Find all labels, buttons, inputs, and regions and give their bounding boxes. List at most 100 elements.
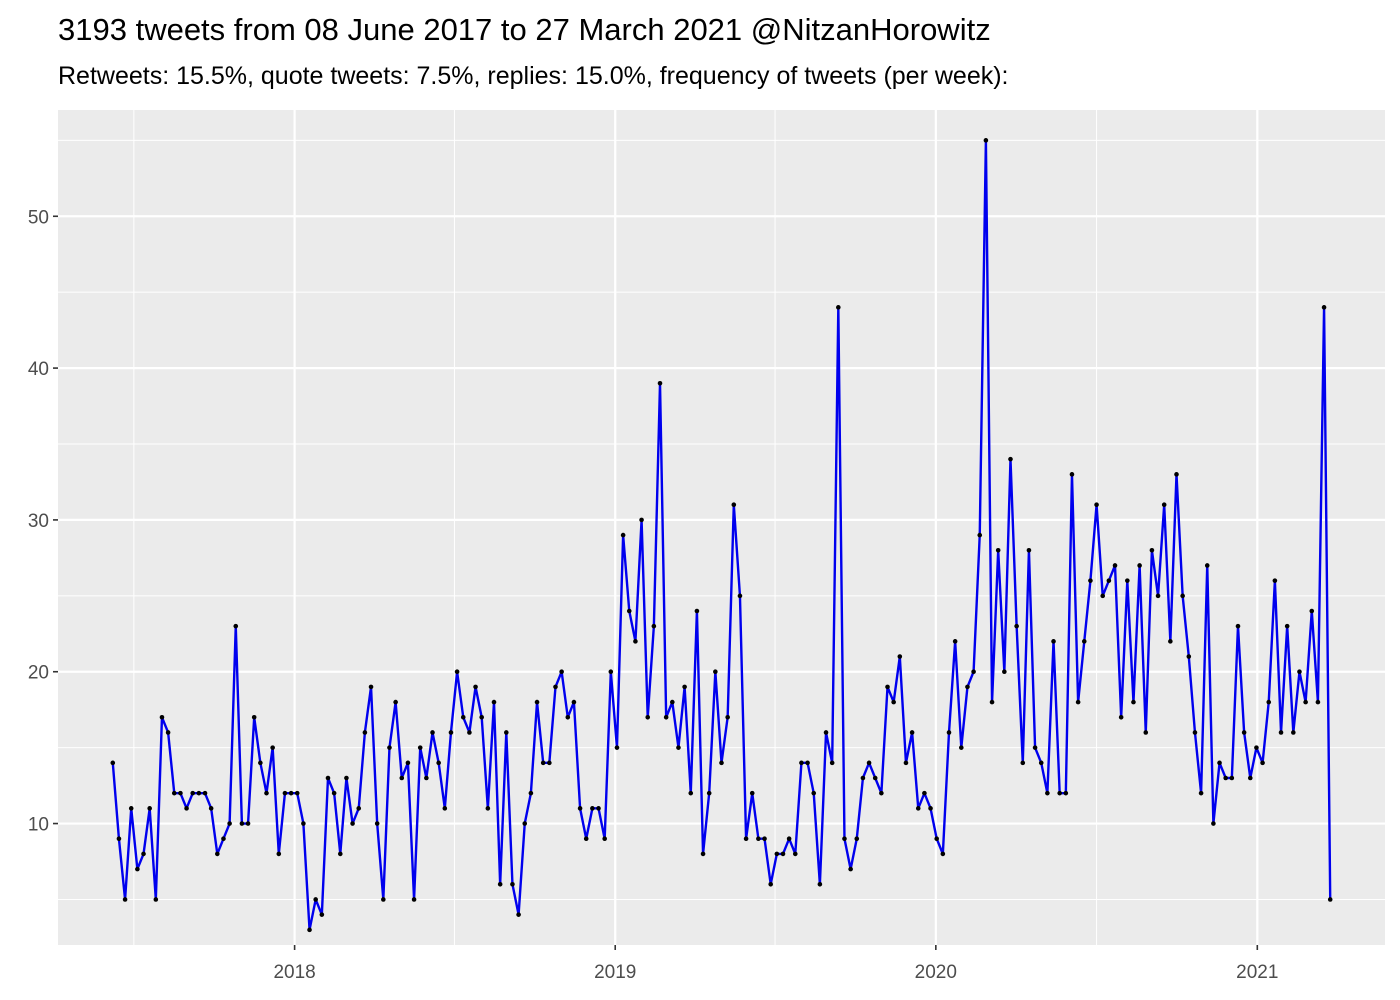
y-tick-label: 50 — [28, 207, 49, 228]
data-point — [885, 684, 890, 690]
data-point — [497, 881, 503, 887]
data-point — [399, 775, 405, 781]
data-point — [1192, 730, 1198, 735]
data-point — [848, 866, 853, 872]
data-point — [190, 790, 196, 796]
data-point — [276, 851, 282, 857]
data-point — [430, 730, 435, 735]
data-point — [977, 532, 983, 538]
data-point — [792, 851, 798, 857]
data-point — [657, 380, 663, 386]
data-point — [713, 669, 718, 675]
data-point — [294, 790, 300, 796]
data-point — [1106, 578, 1112, 583]
data-point — [534, 699, 540, 705]
data-point — [417, 745, 423, 750]
data-point — [510, 881, 515, 887]
data-point — [1081, 639, 1087, 644]
data-point — [1241, 730, 1247, 735]
data-point — [1088, 578, 1093, 583]
data-point — [614, 745, 620, 750]
data-point — [331, 790, 337, 796]
minor-grid — [58, 110, 1385, 945]
data-point — [1125, 578, 1130, 583]
data-point — [424, 775, 429, 781]
data-point — [454, 669, 460, 675]
data-point — [866, 760, 872, 766]
data-point — [1278, 730, 1284, 735]
data-point — [922, 790, 927, 796]
x-tick-label: 2018 — [273, 962, 315, 983]
data-point — [1247, 775, 1253, 781]
data-point — [374, 821, 380, 826]
data-point — [1291, 730, 1296, 735]
data-point — [319, 912, 325, 917]
data-point — [1069, 472, 1075, 477]
data-point — [719, 760, 724, 766]
data-point — [504, 730, 509, 735]
x-axis-labels: 2018 2019 2020 2021 — [273, 962, 1278, 983]
data-point — [995, 547, 1001, 553]
data-point — [989, 699, 995, 705]
data-point — [903, 760, 909, 766]
data-point — [1266, 699, 1272, 705]
data-point — [1254, 745, 1259, 750]
data-point — [467, 730, 472, 735]
data-point — [909, 730, 915, 735]
data-point — [959, 745, 964, 750]
data-point — [676, 745, 681, 750]
data-point — [1155, 593, 1161, 599]
data-point — [239, 821, 245, 826]
data-point — [381, 897, 386, 902]
y-axis-labels: 10 20 30 40 50 — [28, 207, 49, 835]
data-point — [159, 714, 165, 720]
data-point — [344, 775, 349, 781]
data-point — [1186, 654, 1192, 659]
data-point — [965, 684, 970, 690]
data-point — [1149, 547, 1155, 553]
data-point — [491, 699, 497, 705]
data-point — [559, 669, 564, 675]
data-point — [147, 806, 152, 811]
data-point — [1008, 456, 1013, 462]
data-point — [368, 684, 374, 690]
x-tick-label: 2021 — [1236, 962, 1278, 983]
data-point — [270, 745, 275, 750]
data-point — [1198, 790, 1204, 796]
data-point — [485, 806, 491, 811]
data-point — [805, 760, 810, 766]
data-point — [1309, 608, 1315, 614]
data-point — [1272, 578, 1278, 583]
data-point — [153, 897, 159, 902]
data-point — [245, 821, 251, 826]
data-point — [362, 730, 368, 735]
data-point — [836, 305, 841, 310]
data-point — [1002, 669, 1007, 675]
data-point — [264, 790, 269, 796]
y-tick-label: 10 — [28, 815, 49, 836]
data-point — [915, 806, 921, 811]
data-point — [448, 730, 454, 735]
data-point — [1118, 714, 1124, 720]
data-point — [405, 760, 411, 766]
data-point — [1260, 760, 1265, 766]
data-point — [141, 851, 146, 857]
data-point — [1284, 623, 1290, 629]
data-point — [1180, 593, 1185, 599]
data-point — [1229, 775, 1235, 781]
data-point — [940, 851, 946, 857]
data-point — [633, 639, 638, 644]
data-point — [553, 684, 558, 690]
data-point — [762, 836, 767, 842]
data-point — [682, 684, 687, 690]
data-point — [639, 517, 644, 523]
data-point — [749, 790, 755, 796]
data-point — [473, 684, 478, 690]
data-point — [387, 745, 392, 750]
data-point — [1014, 623, 1019, 629]
data-point — [743, 836, 749, 842]
data-point — [842, 836, 847, 842]
data-point — [971, 669, 976, 675]
data-point — [393, 699, 398, 705]
data-point — [774, 851, 780, 857]
